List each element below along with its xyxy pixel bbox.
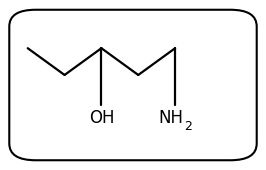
- Text: OH: OH: [89, 109, 114, 128]
- Text: 2: 2: [184, 120, 192, 133]
- Text: NH: NH: [159, 109, 184, 128]
